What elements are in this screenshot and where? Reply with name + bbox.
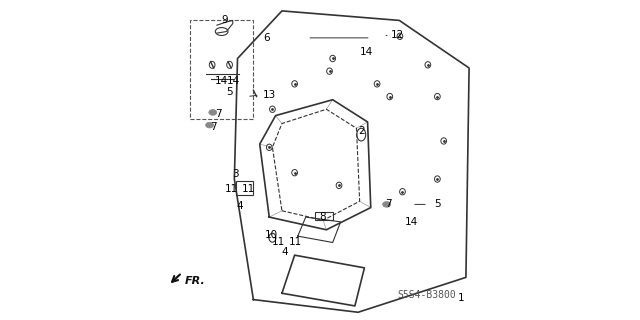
Text: 4: 4 [281,247,288,257]
Text: 7: 7 [211,122,217,132]
Text: 7: 7 [215,109,222,119]
Text: 11: 11 [271,237,285,247]
Text: 13: 13 [262,90,276,100]
Text: S5S4-B3800: S5S4-B3800 [397,290,456,300]
Text: 8: 8 [319,212,326,222]
Text: FR.: FR. [185,276,206,286]
Text: 2: 2 [358,126,365,136]
Text: 9: 9 [221,15,228,25]
Text: 3: 3 [232,169,239,179]
Text: 12: 12 [391,30,404,40]
Text: 11: 11 [225,184,239,194]
Ellipse shape [383,202,390,207]
Text: 5: 5 [227,87,233,97]
Ellipse shape [209,109,217,115]
Bar [236,180,253,195]
Text: 14: 14 [214,76,228,86]
Bar [316,212,333,220]
Text: 1: 1 [458,293,465,303]
Text: 10: 10 [265,229,278,240]
Ellipse shape [205,122,214,128]
Bar [190,20,253,119]
Text: 5: 5 [434,199,441,209]
Text: 11: 11 [289,237,302,247]
Text: 11: 11 [242,184,255,194]
Text: 6: 6 [263,33,269,43]
Text: 14: 14 [227,76,241,86]
Text: 7: 7 [385,199,392,209]
Text: 14: 14 [404,217,418,227]
Text: 14: 14 [360,46,372,57]
Text: 4: 4 [237,201,243,211]
